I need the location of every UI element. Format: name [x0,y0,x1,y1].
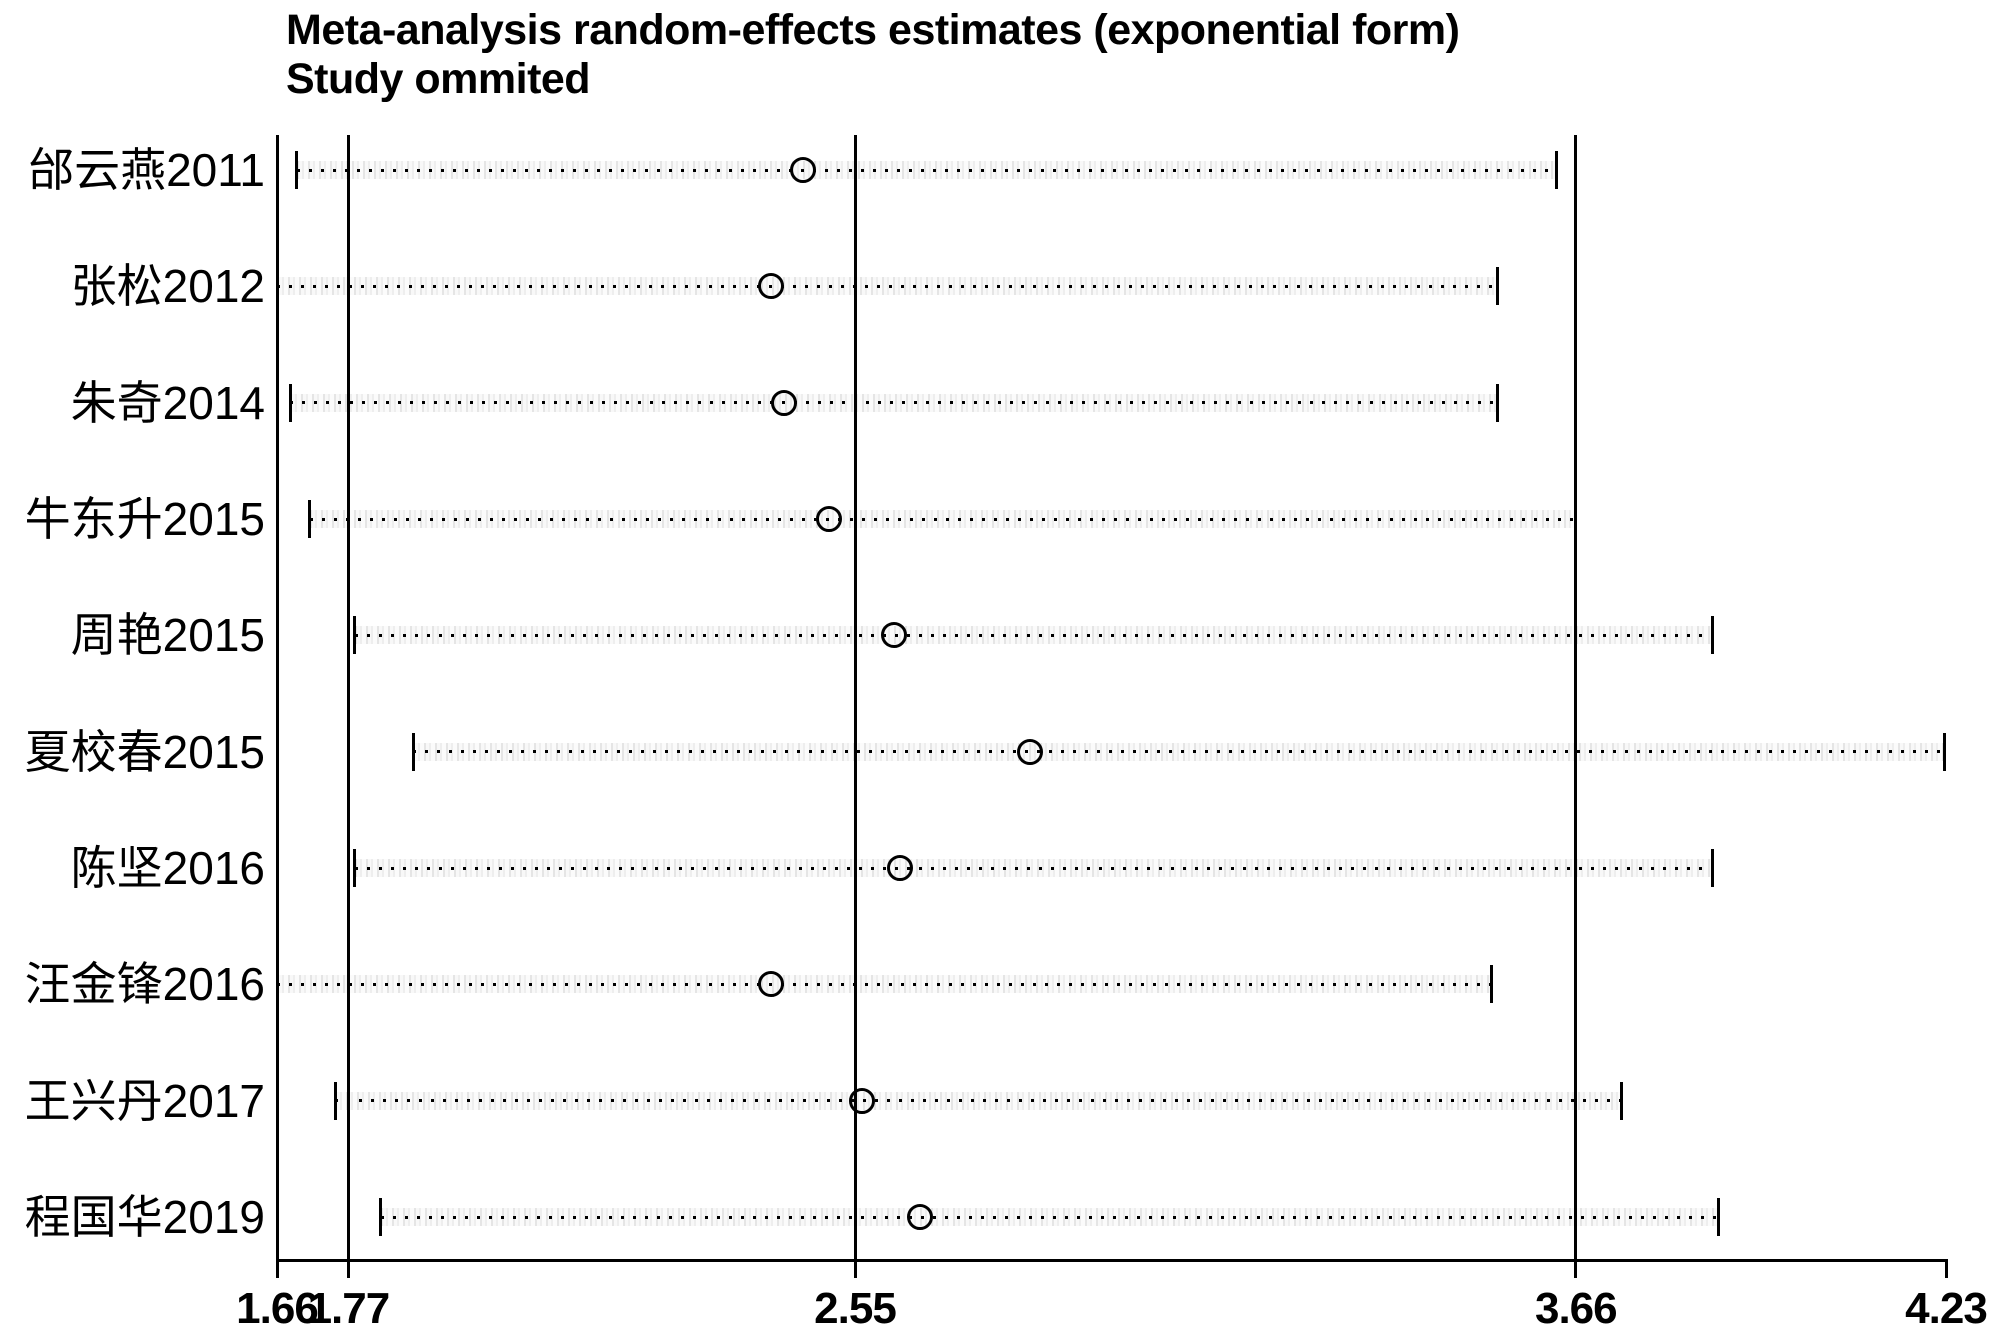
ci-upper-bracket [1574,500,1578,538]
study-label: 牛东升2015 [24,493,265,545]
x-axis-tick [346,1262,350,1278]
reference-line [1574,135,1578,1262]
estimate-circle [816,506,842,532]
ci-lower-bracket [379,1198,383,1236]
ci-dotted-line [413,750,1946,754]
x-tick-label: 1.66 [236,1284,319,1329]
estimate-circle [770,389,797,416]
ci-dotted-line [380,1215,1719,1219]
ci-upper-bracket [1496,383,1500,422]
ci-lower-bracket [308,500,311,538]
estimate-circle [880,622,907,649]
ci-upper-bracket [1717,1198,1721,1236]
x-axis-tick [853,1262,857,1278]
x-tick-label: 1.77 [307,1284,391,1329]
ci-lower-bracket [275,965,279,1004]
plot-area: 1.66 1.77 2.55 3.66 4.23 [236,135,1988,1329]
ci-dotted-line [277,284,1498,288]
ci-upper-bracket [1710,849,1714,887]
estimate-circle [757,971,784,998]
reference-line [853,135,857,1262]
study-label: 程国华2019 [24,1191,265,1243]
x-axis-line [277,1259,1948,1262]
study-label: 邰云燕2011 [28,144,265,196]
ci-upper-bracket [1943,732,1946,771]
study-label: 张松2012 [70,260,265,313]
ci-dotted-line [309,517,1576,521]
estimate-circle [848,1087,875,1114]
study-label: 王兴丹2017 [24,1074,265,1127]
ci-upper-bracket [1496,267,1500,306]
ci-upper-bracket [1619,1081,1623,1120]
chart-title: Meta-analysis random-effects estimates (… [286,6,1460,54]
estimate-circle [887,855,914,881]
ci-lower-bracket [353,616,357,655]
ci-dotted-line [354,866,1713,870]
ci-upper-bracket [1489,965,1493,1004]
x-tick-label: 2.55 [814,1284,897,1329]
study-label: 周艳2015 [70,609,265,662]
ci-upper-bracket [1710,616,1714,655]
ci-lower-bracket [353,849,357,887]
chart-subtitle: Study ommited [286,55,591,103]
study-label: 朱奇2014 [70,376,265,429]
x-axis-tick [275,1262,279,1278]
estimate-circle [1017,738,1044,765]
estimate-circle [790,157,816,183]
estimate-circle [906,1204,933,1230]
study-label: 陈坚2016 [70,842,265,894]
reference-line [346,135,350,1262]
x-axis-tick [1574,1262,1578,1278]
ci-dotted-line [277,982,1492,986]
study-label: 夏校春2015 [24,725,265,778]
estimate-circle [757,273,784,300]
ci-dotted-line [296,168,1557,172]
ci-dotted-line [354,633,1713,637]
ci-lower-bracket [411,732,415,771]
ci-lower-bracket [333,1081,337,1120]
reference-line [275,135,279,1262]
ci-lower-bracket [288,383,292,422]
ci-dotted-line [335,1099,1622,1103]
chart-title-block: Meta-analysis random-effects estimates (… [286,6,1460,104]
ci-dotted-line [290,401,1498,405]
x-tick-label: 4.23 [1905,1284,1988,1329]
study-label: 汪金锋2016 [24,958,265,1011]
x-axis-tick [1944,1262,1948,1278]
ci-lower-bracket [295,151,298,189]
ci-upper-bracket [1554,151,1558,189]
x-tick-label: 3.66 [1534,1284,1618,1329]
